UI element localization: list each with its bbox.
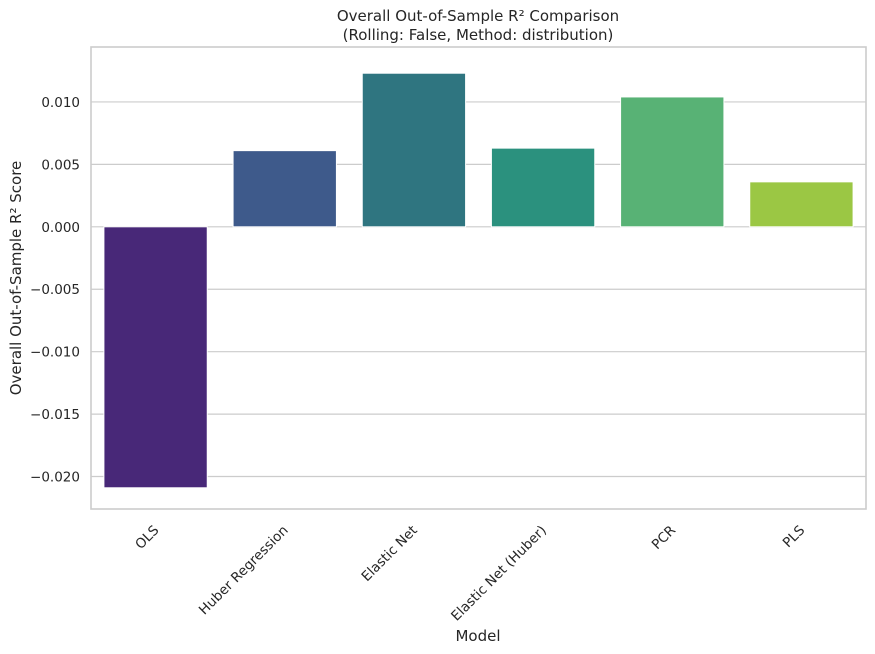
y-tick-label: 0.000 <box>41 220 80 236</box>
x-axis-label: Model <box>455 627 500 645</box>
chart-title-line2: (Rolling: False, Method: distribution) <box>343 26 614 44</box>
bar-huber-regression <box>232 150 337 228</box>
bar-elastic-net-huber <box>490 147 596 228</box>
y-gridlines <box>91 101 866 478</box>
plot-frame <box>90 46 867 510</box>
x-tick-label: Elastic Net <box>358 523 420 585</box>
y-tick-label: −0.020 <box>30 470 80 486</box>
x-tick-labels: OLS Huber Regression Elastic Net Elastic Ne… <box>132 523 808 625</box>
x-tick-label: PLS <box>780 523 808 551</box>
bar-pls <box>749 181 854 228</box>
x-tick-label: PCR <box>649 523 679 553</box>
y-tick-label: −0.005 <box>30 282 80 298</box>
y-tick-labels: −0.020 −0.015 −0.010 −0.005 0.000 0.005 0.010 <box>30 95 80 486</box>
y-tick-label: −0.010 <box>30 345 80 361</box>
y-tick-label: −0.015 <box>30 407 80 423</box>
x-tick-label: Elastic Net (Huber) <box>448 523 550 625</box>
bar-elastic-net <box>361 72 467 228</box>
y-tick-label: 0.005 <box>41 157 80 173</box>
chart-title-line1: Overall Out-of-Sample R² Comparison <box>337 7 619 25</box>
bars <box>103 72 854 489</box>
x-tick-label: Huber Regression <box>196 523 292 619</box>
y-tick-label: 0.010 <box>41 95 80 111</box>
x-tick-label: OLS <box>132 523 162 553</box>
bar-pcr <box>620 96 725 228</box>
y-axis-label: Overall Out-of-Sample R² Score <box>7 161 25 396</box>
bar-ols <box>103 226 208 489</box>
